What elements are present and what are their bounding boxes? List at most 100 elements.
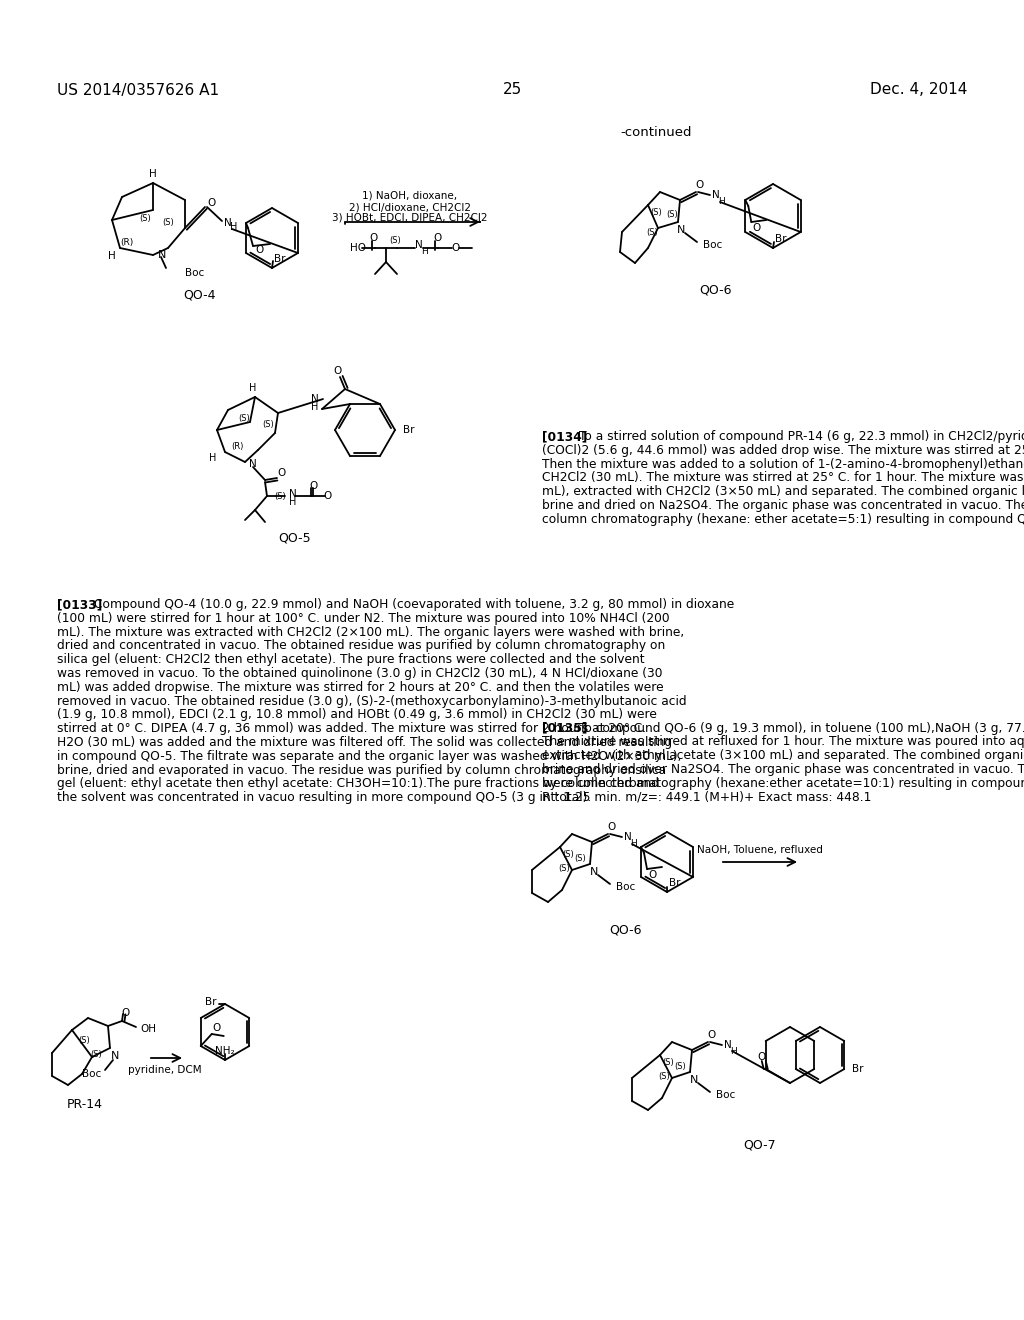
Text: QO-7: QO-7	[743, 1138, 776, 1151]
Text: N: N	[690, 1074, 698, 1085]
Text: OH: OH	[140, 1024, 156, 1034]
Text: (S): (S)	[646, 227, 657, 236]
Text: 25: 25	[503, 82, 521, 98]
Text: Br: Br	[206, 997, 217, 1007]
Text: in compound QO-5. The filtrate was separate and the organic layer was washed wit: in compound QO-5. The filtrate was separ…	[57, 750, 682, 763]
Text: O: O	[207, 198, 215, 209]
Text: (S): (S)	[162, 218, 174, 227]
Text: stirred at 0° C. DIPEA (4.7 g, 36 mmol) was added. The mixture was stirred for 2: stirred at 0° C. DIPEA (4.7 g, 36 mmol) …	[57, 722, 646, 735]
Text: by column chromatography (hexane:ether acetate=10:1) resulting in compound QO-7 : by column chromatography (hexane:ether a…	[542, 776, 1024, 789]
Text: NaOH, Toluene, refluxed: NaOH, Toluene, refluxed	[697, 845, 823, 855]
Text: mL), extracted with CH2Cl2 (3×50 mL) and separated. The combined organic layers : mL), extracted with CH2Cl2 (3×50 mL) and…	[542, 486, 1024, 498]
Text: To compound QO-6 (9 g, 19.3 mmol), in toluene (100 mL),NaOH (3 g, 77.2 mmol) was: To compound QO-6 (9 g, 19.3 mmol), in to…	[579, 722, 1024, 735]
Text: (100 mL) were stirred for 1 hour at 100° C. under N2. The mixture was poured int: (100 mL) were stirred for 1 hour at 100°…	[57, 611, 670, 624]
Text: O: O	[753, 223, 761, 234]
Text: O: O	[309, 480, 317, 491]
Text: QO-6: QO-6	[608, 924, 641, 936]
Text: Boc: Boc	[82, 1069, 101, 1078]
Text: Br: Br	[852, 1064, 864, 1074]
Text: O: O	[433, 234, 441, 243]
Text: H: H	[730, 1047, 736, 1056]
Text: HO: HO	[350, 243, 366, 253]
Text: (COCl)2 (5.6 g, 44.6 mmol) was added drop wise. The mixture was stirred at 25° C: (COCl)2 (5.6 g, 44.6 mmol) was added dro…	[542, 444, 1024, 457]
Text: mL) was added dropwise. The mixture was stirred for 2 hours at 20° C. and then t: mL) was added dropwise. The mixture was …	[57, 681, 664, 694]
Text: Br: Br	[403, 425, 415, 436]
Text: US 2014/0357626 A1: US 2014/0357626 A1	[57, 82, 219, 98]
Text: mL). The mixture was extracted with CH2Cl2 (2×100 mL). The organic layers were w: mL). The mixture was extracted with CH2C…	[57, 626, 684, 639]
Text: the solvent was concentrated in vacuo resulting in more compound QO-5 (3 g in to: the solvent was concentrated in vacuo re…	[57, 791, 591, 804]
Text: (S): (S)	[574, 854, 586, 862]
Text: (S): (S)	[658, 1072, 670, 1081]
Text: (S): (S)	[90, 1049, 101, 1059]
Text: (S): (S)	[239, 413, 250, 422]
Text: dried and concentrated in vacuo. The obtained residue was purified by column chr: dried and concentrated in vacuo. The obt…	[57, 639, 666, 652]
Text: H: H	[422, 247, 428, 256]
Text: (S): (S)	[274, 491, 286, 500]
Text: H: H	[209, 453, 217, 463]
Text: 1) NaOH, dioxane,: 1) NaOH, dioxane,	[362, 190, 458, 201]
Text: was removed in vacuo. To the obtained quinolinone (3.0 g) in CH2Cl2 (30 mL), 4 N: was removed in vacuo. To the obtained qu…	[57, 667, 663, 680]
Text: N: N	[289, 488, 297, 499]
Text: brine and dried on Na2SO4. The organic phase was concentrated in vacuo. The resi: brine and dried on Na2SO4. The organic p…	[542, 499, 1024, 512]
Text: 2) HCl/dioxane, CH2Cl2: 2) HCl/dioxane, CH2Cl2	[349, 202, 471, 213]
Text: H: H	[289, 498, 296, 507]
Text: (S): (S)	[262, 421, 273, 429]
Text: (1.9 g, 10.8 mmol), EDCI (2.1 g, 10.8 mmol) and HOBt (0.49 g, 3.6 mmol) in CH2Cl: (1.9 g, 10.8 mmol), EDCI (2.1 g, 10.8 mm…	[57, 709, 656, 722]
Text: (S): (S)	[389, 235, 400, 244]
Text: N: N	[224, 218, 231, 228]
Text: H: H	[109, 251, 116, 261]
Text: N: N	[415, 240, 423, 249]
Text: (S): (S)	[78, 1035, 90, 1044]
Text: Then the mixture was added to a solution of 1-(2-amino-4-bromophenyl)ethanone (4: Then the mixture was added to a solution…	[542, 458, 1024, 471]
Text: 3) HOBt, EDCl, DIPEA, CH2Cl2: 3) HOBt, EDCl, DIPEA, CH2Cl2	[332, 213, 487, 223]
Text: brine, dried and evaporated in vacuo. The residue was purified by column chromat: brine, dried and evaporated in vacuo. Th…	[57, 763, 667, 776]
Text: N: N	[590, 867, 598, 876]
Text: O: O	[333, 366, 341, 376]
Text: H: H	[630, 838, 637, 847]
Text: Compound QO-4 (10.0 g, 22.9 mmol) and NaOH (coevaporated with toluene, 3.2 g, 80: Compound QO-4 (10.0 g, 22.9 mmol) and Na…	[93, 598, 734, 611]
Text: O: O	[370, 234, 378, 243]
Text: removed in vacuo. The obtained residue (3.0 g), (S)-2-(methoxycarbonylamino)-3-m: removed in vacuo. The obtained residue (…	[57, 694, 687, 708]
Text: (S): (S)	[674, 1061, 686, 1071]
Text: O: O	[451, 243, 459, 253]
Text: -continued: -continued	[620, 127, 691, 140]
Text: N: N	[712, 190, 720, 201]
Text: Br: Br	[669, 878, 681, 888]
Text: Br: Br	[274, 253, 286, 264]
Text: CH2Cl2 (30 mL). The mixture was stirred at 25° C. for 1 hour. The mixture was po: CH2Cl2 (30 mL). The mixture was stirred …	[542, 471, 1024, 484]
Text: O: O	[696, 180, 705, 190]
Text: O: O	[708, 1030, 716, 1040]
Text: N: N	[677, 224, 685, 235]
Text: (S): (S)	[558, 863, 570, 873]
Text: N: N	[249, 459, 257, 469]
Text: Boc: Boc	[185, 268, 204, 279]
Text: N: N	[724, 1040, 732, 1049]
Text: Boc: Boc	[703, 240, 722, 249]
Text: extracted with ethyl acetate (3×100 mL) and separated. The combined organic laye: extracted with ethyl acetate (3×100 mL) …	[542, 750, 1024, 762]
Text: O: O	[278, 469, 286, 478]
Text: O: O	[122, 1008, 130, 1018]
Text: Rt: 1.25 min. m/z=: 449.1 (M+H)+ Exact mass: 448.1: Rt: 1.25 min. m/z=: 449.1 (M+H)+ Exact m…	[542, 791, 871, 804]
Text: column chromatography (hexane: ether acetate=5:1) resulting in compound QO-6 (9 : column chromatography (hexane: ether ace…	[542, 512, 1024, 525]
Text: O: O	[255, 246, 263, 255]
Text: H: H	[249, 383, 257, 393]
Text: O: O	[758, 1052, 766, 1063]
Text: Dec. 4, 2014: Dec. 4, 2014	[869, 82, 967, 98]
Text: pyridine, DCM: pyridine, DCM	[128, 1065, 202, 1074]
Text: H: H	[311, 403, 318, 412]
Text: Br: Br	[775, 234, 786, 244]
Text: Boc: Boc	[616, 882, 635, 892]
Text: H2O (30 mL) was added and the mixture was filtered off. The solid was collected : H2O (30 mL) was added and the mixture wa…	[57, 737, 672, 748]
Text: N: N	[111, 1051, 119, 1061]
Text: gel (eluent: ethyl acetate then ethyl acetate: CH3OH=10:1).The pure fractions we: gel (eluent: ethyl acetate then ethyl ac…	[57, 777, 659, 791]
Text: (R): (R)	[230, 442, 243, 451]
Text: O: O	[648, 870, 656, 880]
Text: QO-5: QO-5	[279, 532, 311, 544]
Text: The mixture was stirred at refluxed for 1 hour. The mixture was poured into aque: The mixture was stirred at refluxed for …	[542, 735, 1024, 748]
Text: H: H	[230, 222, 238, 232]
Text: QO-6: QO-6	[698, 284, 731, 297]
Text: (S): (S)	[667, 210, 678, 219]
Text: (S): (S)	[650, 209, 662, 218]
Text: O: O	[608, 822, 616, 832]
Text: QO-4: QO-4	[183, 289, 216, 301]
